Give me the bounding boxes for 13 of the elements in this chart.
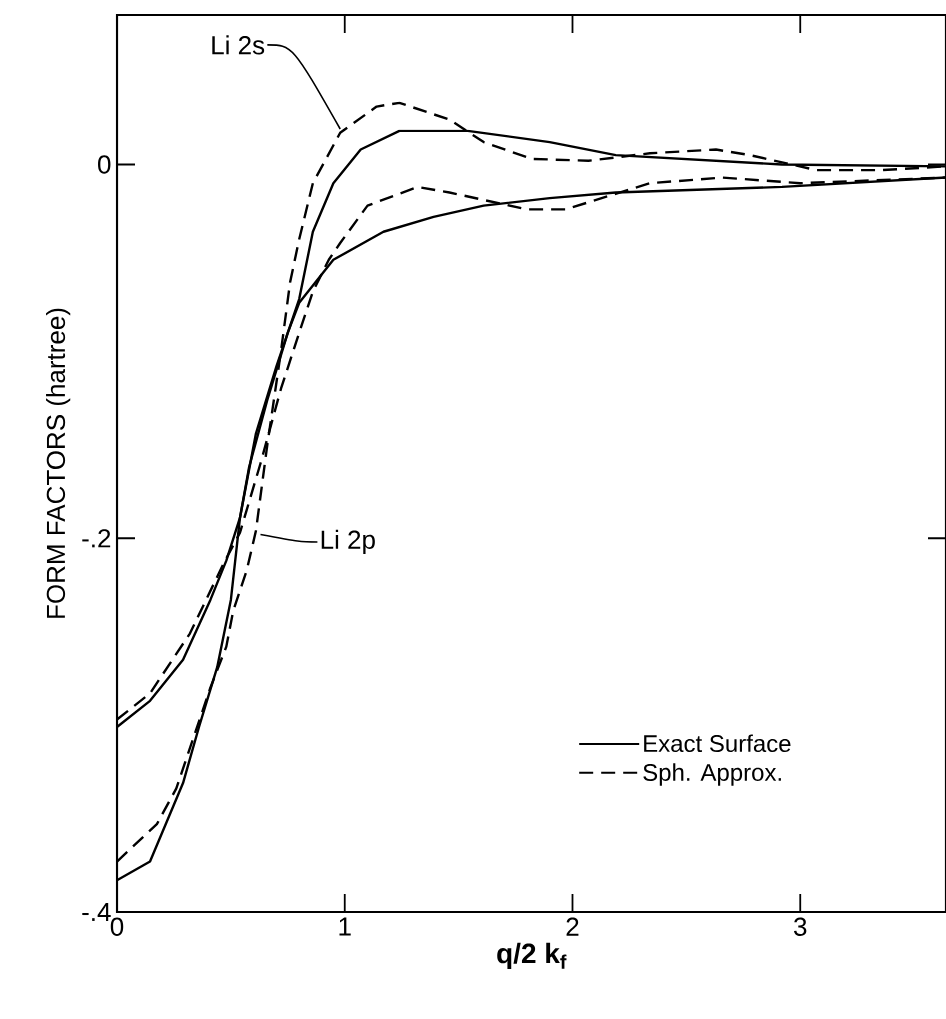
y-tick-label: -.4 — [82, 903, 111, 921]
y-tick-label: -.2 — [82, 529, 111, 548]
x-tick-label: 2 — [566, 917, 579, 936]
y-tick-label: 0 — [98, 155, 111, 174]
x-tick-label: 0 — [110, 917, 124, 936]
x-tick-label: 3 — [794, 917, 807, 936]
x-tick-label: 1 — [339, 917, 351, 936]
x-axis-title: q/2 k$_{f}$ — [497, 942, 567, 969]
legend-label: Exact Surface — [644, 734, 791, 753]
annotation: Li 2p — [321, 529, 375, 555]
annotation: Li 2s — [212, 35, 265, 55]
y-axis-title: FORM FACTORS (hartree) — [46, 308, 71, 618]
legend-label: Sph. Approx. — [643, 763, 781, 786]
